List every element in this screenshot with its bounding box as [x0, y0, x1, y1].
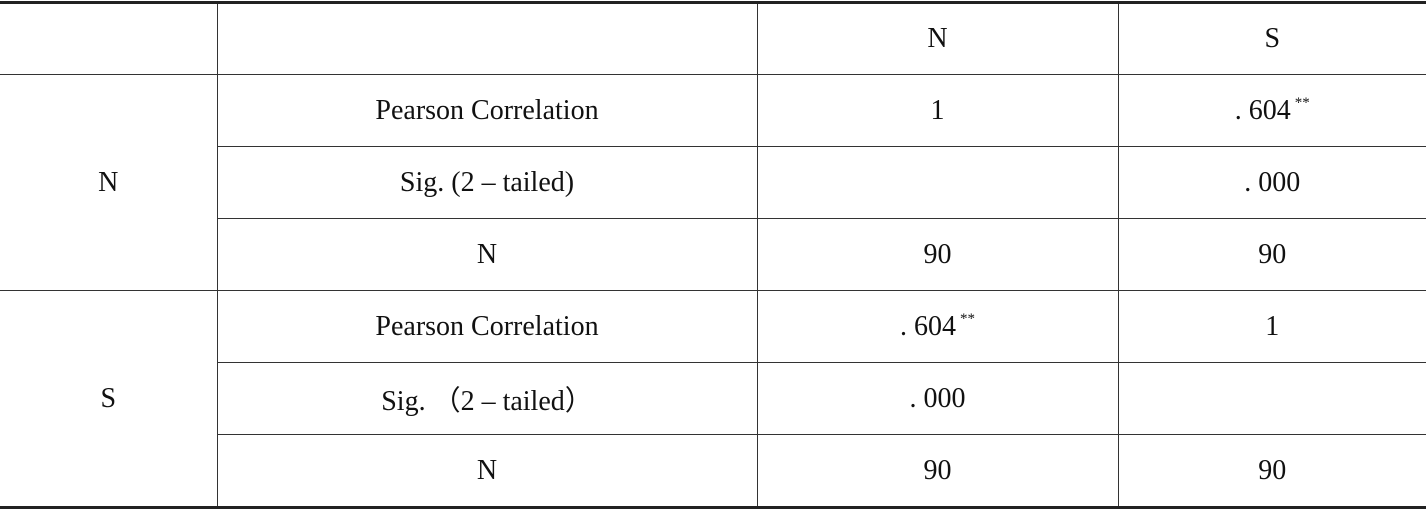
- value-text: 90: [923, 454, 952, 486]
- data-row: S Pearson Correlation. 604 ** 1: [0, 290, 1426, 508]
- header-cell: [216, 2, 758, 75]
- data-row: N Pearson Correlation 1. 604 **: [0, 74, 1426, 291]
- data-row: N 90 90: [0, 434, 1426, 508]
- value-cell: 90: [756, 218, 1119, 291]
- data-row: Sig. （2 – tailed） . 000: [0, 362, 1426, 435]
- value-text: 1: [930, 94, 945, 126]
- value-cell: 90: [756, 434, 1119, 508]
- value-cell: . 000: [1117, 146, 1426, 219]
- row-label: N: [217, 434, 758, 508]
- group-label: S: [0, 290, 218, 508]
- group-label: N: [0, 74, 218, 291]
- value-cell: 1: [1117, 290, 1426, 363]
- row-label: Pearson Correlation: [216, 74, 758, 147]
- significance-mark: **: [960, 310, 975, 327]
- value-text: . 000: [1244, 166, 1301, 198]
- data-row: N 90 90: [0, 218, 1426, 291]
- value-text: 1: [1265, 310, 1280, 342]
- value-cell: 1: [756, 74, 1119, 147]
- data-row: Sig. (2 – tailed) . 000: [0, 146, 1426, 219]
- value-text: . 000: [909, 382, 966, 414]
- row-label: N: [217, 218, 758, 291]
- header-cell: N: [756, 2, 1119, 75]
- header-cell: S: [1117, 2, 1426, 75]
- value-text: 90: [1258, 238, 1287, 270]
- value-cell: [1117, 362, 1426, 435]
- value-text: 90: [923, 238, 952, 270]
- value-cell: . 604 **: [1117, 74, 1426, 147]
- header-cell: [0, 2, 218, 75]
- value-cell: . 000: [756, 362, 1119, 435]
- row-label: Sig. （2 – tailed）: [217, 362, 758, 435]
- value-cell: [756, 146, 1119, 219]
- value-cell: . 604 **: [756, 290, 1119, 363]
- row-label: Sig. (2 – tailed): [217, 146, 758, 219]
- value-text: 90: [1258, 454, 1287, 486]
- value-cell: 90: [1117, 434, 1426, 508]
- significance-mark: **: [1294, 94, 1310, 111]
- row-label: Pearson Correlation: [216, 290, 758, 363]
- value-text: . 604: [900, 310, 956, 342]
- value-cell: 90: [1117, 218, 1426, 291]
- value-text: . 604: [1234, 94, 1291, 126]
